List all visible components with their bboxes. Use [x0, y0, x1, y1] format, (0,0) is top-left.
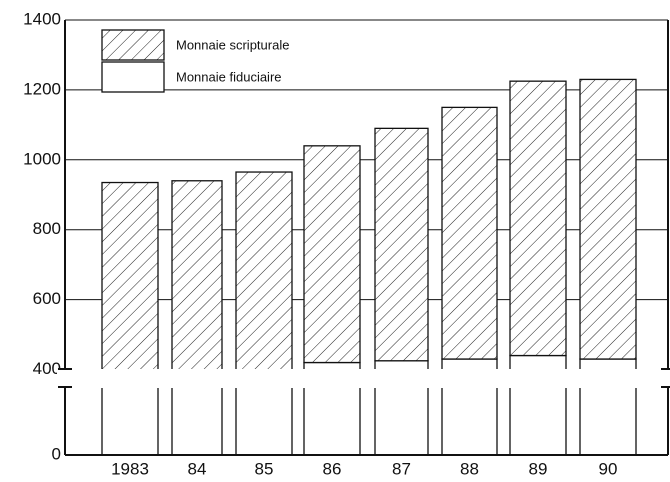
y-tick-label: 0	[52, 444, 61, 463]
x-tick-label: 85	[255, 459, 274, 478]
bar-segment	[441, 106, 498, 360]
bar-segment	[509, 80, 567, 357]
x-tick-label: 88	[460, 459, 479, 478]
y-tick-label: 600	[33, 289, 61, 308]
x-tick-label: 1983	[111, 459, 149, 478]
bar-segment	[171, 180, 223, 376]
y-tick-label: 1200	[23, 79, 61, 98]
legend-swatch	[101, 61, 165, 93]
bar-segment	[303, 145, 361, 364]
legend-swatch	[101, 29, 165, 61]
y-tick-label: 1000	[23, 149, 61, 168]
legend-label: Monnaie fiduciaire	[176, 69, 282, 84]
x-tick-label: 87	[392, 459, 411, 478]
x-tick-label: 90	[599, 459, 618, 478]
bar-segment	[101, 181, 159, 374]
x-tick-label: 84	[188, 459, 207, 478]
y-tick-label: 800	[33, 219, 61, 238]
y-tick-label: 1400	[23, 9, 61, 28]
axis-break-band	[57, 369, 670, 388]
bar-segment	[374, 127, 429, 362]
bar-segment	[171, 374, 223, 456]
x-tick-label: 86	[323, 459, 342, 478]
x-tick-label: 89	[529, 459, 548, 478]
bar-segment	[579, 78, 637, 360]
y-tick-label: 400	[33, 359, 61, 378]
legend-label: Monnaie scripturale	[176, 37, 289, 52]
bar-segment	[235, 171, 293, 374]
